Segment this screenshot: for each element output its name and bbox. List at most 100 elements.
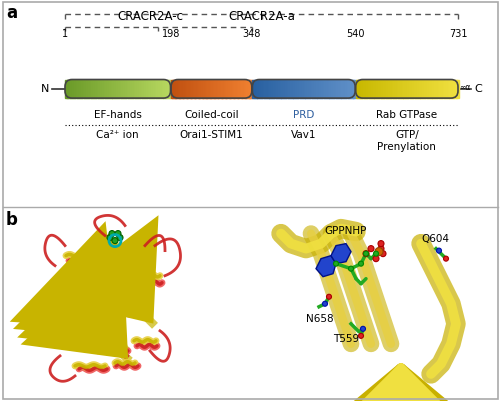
Text: GPPNHP: GPPNHP — [325, 226, 367, 236]
Bar — [292, 79, 294, 98]
Bar — [382, 79, 384, 98]
Bar — [202, 79, 204, 98]
Bar — [404, 79, 406, 98]
Bar — [396, 79, 399, 98]
Bar — [229, 79, 231, 98]
Bar — [132, 79, 134, 98]
Bar — [225, 79, 227, 98]
Bar — [110, 79, 114, 98]
Bar — [88, 79, 90, 98]
Bar — [456, 79, 459, 98]
Bar — [67, 79, 70, 98]
Bar — [76, 79, 78, 98]
Bar — [120, 79, 122, 98]
Bar — [204, 79, 207, 98]
Bar — [441, 79, 444, 98]
Bar — [420, 79, 423, 98]
Bar — [318, 79, 320, 98]
Bar — [176, 79, 178, 98]
Bar — [221, 79, 223, 98]
Bar — [82, 79, 85, 98]
Bar — [213, 79, 215, 98]
Bar — [107, 79, 110, 98]
Bar — [180, 79, 182, 98]
Bar — [237, 79, 239, 98]
Circle shape — [358, 333, 364, 338]
Bar — [386, 79, 389, 98]
Bar — [241, 79, 243, 98]
Bar — [222, 79, 224, 98]
Text: T559: T559 — [333, 334, 359, 344]
Bar — [258, 79, 260, 98]
Bar — [354, 79, 356, 98]
Bar — [312, 79, 315, 98]
Bar — [366, 79, 368, 98]
Bar — [342, 79, 344, 98]
Text: 540: 540 — [346, 29, 364, 39]
Bar — [356, 79, 358, 98]
Bar — [118, 79, 120, 98]
Bar — [328, 79, 330, 98]
Circle shape — [380, 251, 386, 257]
Bar — [90, 79, 92, 98]
Bar — [204, 79, 206, 98]
Bar — [18, 213, 228, 396]
Bar — [146, 79, 148, 98]
Bar — [302, 79, 304, 98]
Bar — [350, 79, 352, 98]
Bar — [72, 79, 74, 98]
Bar — [86, 79, 88, 98]
Bar — [295, 79, 298, 98]
Bar — [96, 79, 99, 98]
Bar — [109, 79, 112, 98]
Bar — [410, 79, 413, 98]
Bar — [212, 79, 214, 98]
Bar — [412, 79, 414, 98]
Bar — [262, 79, 265, 98]
Text: 1: 1 — [62, 29, 68, 39]
Circle shape — [107, 235, 113, 241]
Bar — [98, 79, 101, 98]
Circle shape — [378, 241, 384, 247]
Bar — [283, 79, 286, 98]
Bar — [261, 79, 264, 98]
Bar — [236, 79, 238, 98]
Bar — [186, 79, 188, 98]
Circle shape — [374, 251, 378, 256]
Bar — [300, 79, 303, 98]
Bar — [95, 79, 98, 98]
Bar — [330, 79, 332, 98]
Bar — [164, 79, 166, 98]
Text: Orai1-STIM1: Orai1-STIM1 — [180, 130, 244, 140]
Bar — [233, 79, 235, 98]
Bar — [256, 79, 258, 98]
Bar — [307, 79, 310, 98]
Bar — [422, 79, 424, 98]
Bar — [259, 79, 262, 98]
Bar — [196, 79, 198, 98]
Bar — [93, 79, 96, 98]
Bar — [254, 79, 256, 98]
Bar — [81, 79, 84, 98]
Bar — [322, 79, 325, 98]
Text: 198: 198 — [162, 29, 180, 39]
Bar — [310, 79, 313, 98]
Bar — [408, 79, 411, 98]
Bar — [238, 79, 240, 98]
Bar — [288, 79, 291, 98]
Bar — [216, 79, 218, 98]
Bar — [104, 79, 106, 98]
Circle shape — [375, 248, 383, 256]
Bar — [321, 79, 324, 98]
Bar — [154, 79, 157, 98]
Bar — [294, 79, 296, 98]
Bar — [167, 79, 170, 98]
Bar — [144, 79, 146, 98]
Bar — [333, 79, 336, 98]
Bar — [376, 79, 378, 98]
Bar — [278, 79, 280, 98]
Text: b: b — [6, 211, 18, 229]
Bar — [114, 79, 117, 98]
Bar — [188, 79, 190, 98]
Circle shape — [322, 301, 328, 306]
